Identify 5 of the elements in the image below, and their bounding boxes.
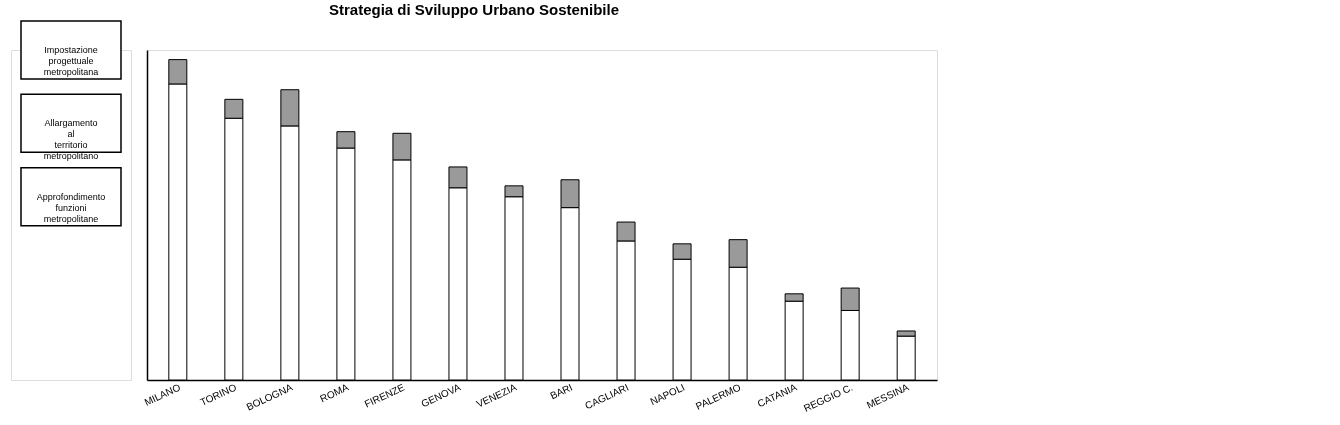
text: Approfondimento funzioni metropolitane (36, 191, 106, 224)
x-tick-label: BARI (548, 381, 575, 402)
text: Impostazione progettuale metropolitana (43, 45, 99, 77)
text: Allargamento al territorio metropolitano (43, 118, 99, 162)
chart-title: Strategia di Sviluppo Urbano Sostenibile (328, 0, 620, 18)
